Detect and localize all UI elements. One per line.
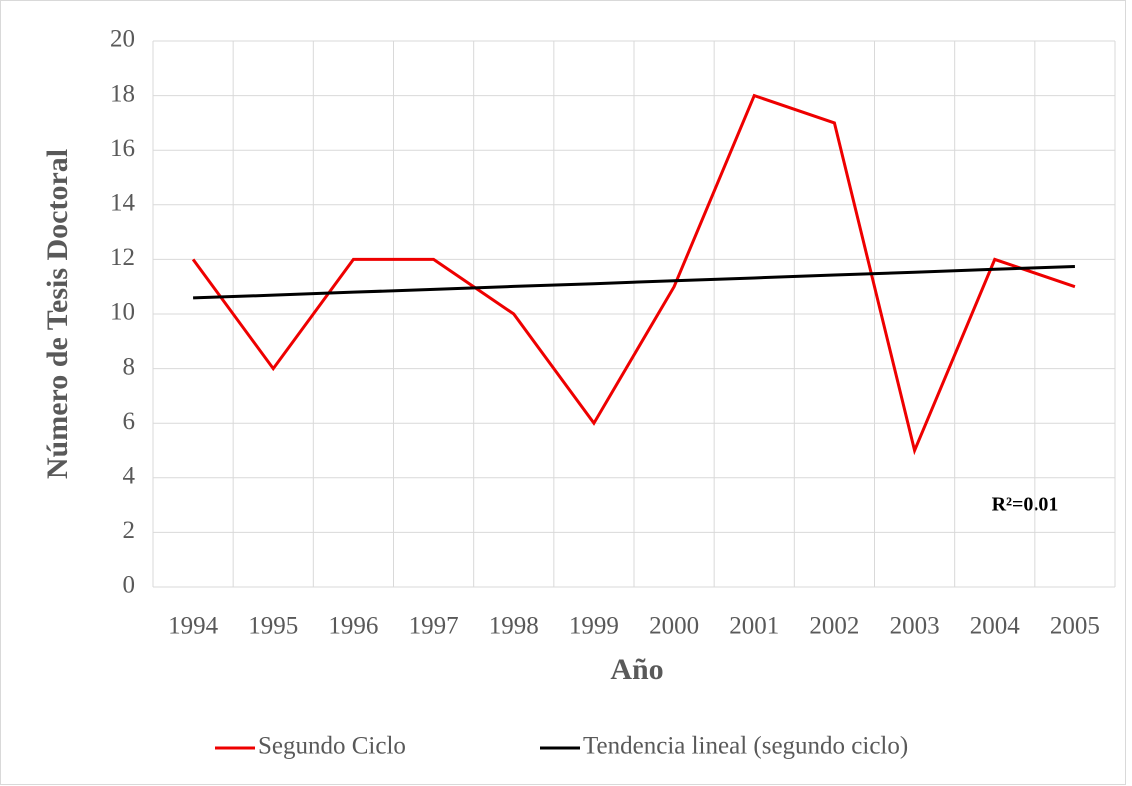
legend-label: Tendencia lineal (segundo ciclo) [583, 733, 908, 760]
x-tick-label: 2004 [970, 613, 1021, 640]
y-tick-label: 10 [110, 299, 135, 326]
x-tick-label: 2001 [729, 613, 779, 640]
x-tick-label: 2002 [809, 613, 859, 640]
annotation: R²=0.01 [992, 494, 1059, 516]
x-tick-label: 2003 [890, 613, 940, 640]
y-tick-label: 16 [110, 135, 135, 162]
y-tick-label: 0 [123, 572, 136, 599]
x-axis-title: Año [610, 653, 663, 686]
line-series [191, 93, 1076, 456]
x-tick-label: 2005 [1050, 613, 1100, 640]
y-tick-label: 12 [110, 244, 135, 271]
x-tick-label: 1995 [248, 613, 298, 640]
y-tick-label: 6 [123, 408, 136, 435]
y-tick-label: 18 [110, 80, 135, 107]
line-series [193, 264, 1075, 300]
y-tick-label: 8 [123, 353, 136, 380]
y-axis-title: Número de Tesis Doctoral [41, 149, 74, 479]
x-tick-label: 2000 [649, 613, 699, 640]
x-tick-label: 1996 [328, 613, 378, 640]
x-tick-label: 1997 [409, 613, 459, 640]
x-tick-label: 1999 [569, 613, 619, 640]
y-tick-label: 4 [123, 463, 136, 490]
y-tick-label: 14 [110, 190, 136, 217]
y-tick-label: 2 [123, 517, 136, 544]
x-tick-label: 1998 [489, 613, 539, 640]
x-tick-label: 1994 [168, 613, 219, 640]
legend-label: Segundo Ciclo [258, 733, 406, 760]
y-tick-label: 20 [110, 26, 135, 53]
